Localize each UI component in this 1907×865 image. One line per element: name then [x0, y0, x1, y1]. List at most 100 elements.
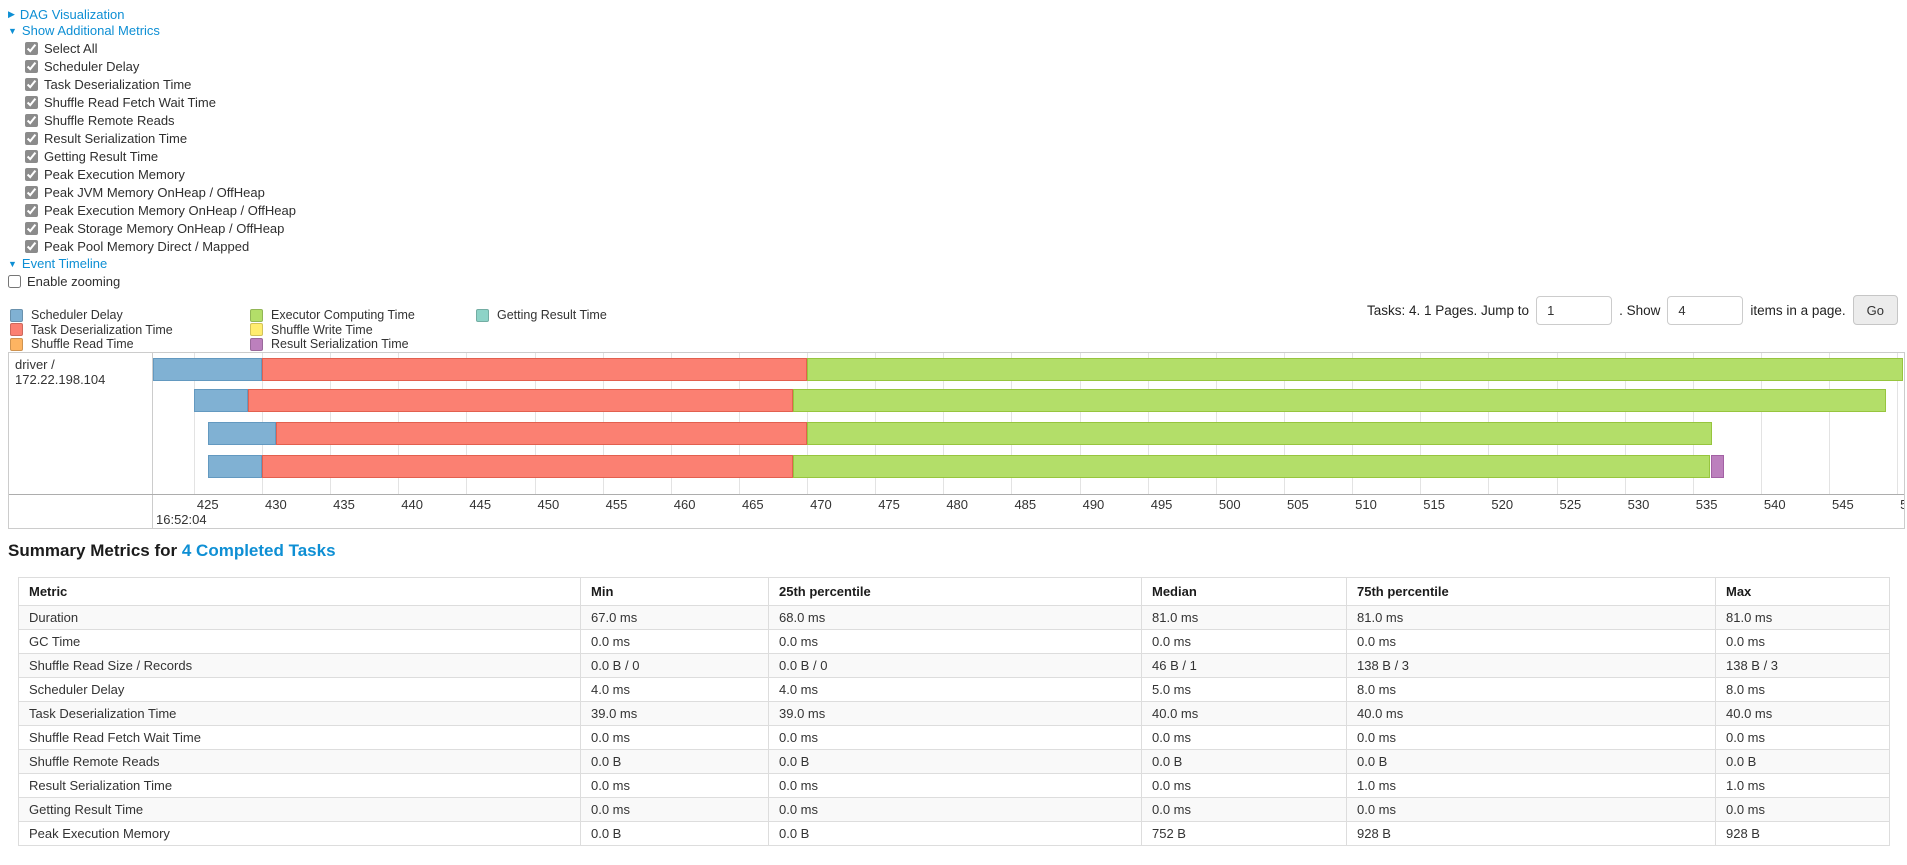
legend-label: Result Serialization Time: [271, 337, 409, 352]
jump-to-page-input[interactable]: [1536, 295, 1613, 325]
event-timeline-toggle[interactable]: ▼ Event Timeline: [8, 256, 296, 271]
table-cell: 0.0 ms: [768, 773, 1142, 798]
timeline-gridline: [1897, 353, 1899, 494]
table-cell: 46 B / 1: [1141, 653, 1347, 678]
metric-checkbox-label[interactable]: Peak Pool Memory Direct / Mapped: [44, 238, 250, 254]
metric-checkbox[interactable]: [25, 239, 38, 253]
table-row: Peak Execution Memory 0.0 B 0.0 B 752 B 928 …: [18, 821, 1890, 846]
metric-checkbox-label[interactable]: Peak Storage Memory OnHeap / OffHeap: [44, 220, 285, 236]
axis-tick-label: 430: [265, 497, 287, 512]
metric-checkbox-label[interactable]: Peak Execution Memory: [44, 166, 185, 182]
table-header-cell: 75th percentile: [1346, 577, 1716, 606]
table-header-row: Metric Min 25th percentile Median 75th perce…: [18, 577, 1890, 606]
timeline-legend: Scheduler Delay Task Deserialization Time…: [10, 308, 607, 352]
metric-checkbox-label[interactable]: Peak Execution Memory OnHeap / OffHeap: [44, 202, 296, 218]
timeline-gridline: [1829, 353, 1831, 494]
metric-checkbox-label[interactable]: Task Deserialization Time: [44, 76, 192, 92]
dag-visualization-toggle[interactable]: ▶ DAG Visualization: [8, 7, 296, 22]
table-cell: Scheduler Delay: [18, 677, 581, 702]
table-cell: 81.0 ms: [1141, 605, 1347, 630]
legend-label: Shuffle Read Time: [31, 337, 134, 352]
table-cell: 81.0 ms: [1346, 605, 1716, 630]
axis-tick-label: 535: [1695, 497, 1718, 512]
table-cell: 0.0 ms: [1346, 797, 1716, 822]
event-timeline-label: Event Timeline: [21, 256, 108, 271]
metric-checkbox-row: Select All: [8, 39, 296, 57]
axis-time-label: 16:52:04: [156, 512, 207, 527]
table-row: Getting Result Time 0.0 ms 0.0 ms 0.0 ms 0.0…: [18, 797, 1890, 822]
metric-checkbox-row: Peak Storage Memory OnHeap / OffHeap: [8, 219, 296, 237]
metric-checkbox-label[interactable]: Getting Result Time: [44, 148, 159, 164]
executor-label: driver / 172.22.198.104: [15, 357, 106, 387]
metric-checkbox[interactable]: [25, 203, 38, 217]
metric-checkbox[interactable]: [25, 95, 38, 109]
axis-tick-label: 465: [741, 497, 764, 512]
enable-zooming-label[interactable]: Enable zooming: [27, 274, 121, 289]
timeline-bar-segment-task-deserialization: [248, 389, 794, 412]
table-cell: 5.0 ms: [1141, 677, 1347, 702]
stage-controls: ▶ DAG Visualization ▼ Show Additional Me…: [8, 6, 296, 290]
metric-checkbox-row: Peak JVM Memory OnHeap / OffHeap: [8, 183, 296, 201]
legend-label: Shuffle Write Time: [271, 322, 373, 337]
axis-tick-label: 435: [333, 497, 355, 512]
table-cell: Duration: [18, 605, 581, 630]
table-cell: 928 B: [1346, 821, 1716, 846]
timeline-bar-segment-scheduler-delay: [193, 389, 249, 412]
table-cell: 8.0 ms: [1346, 677, 1716, 702]
table-cell: 0.0 ms: [580, 725, 769, 750]
metric-checkbox[interactable]: [25, 113, 38, 127]
metric-checkbox-row: Peak Execution Memory OnHeap / OffHeap: [8, 201, 296, 219]
table-header-cell: Max: [1715, 577, 1890, 606]
table-cell: 0.0 ms: [1141, 725, 1347, 750]
task-deserialization-swatch-icon: [10, 323, 23, 337]
collapsed-arrow-icon: ▶: [8, 9, 15, 19]
metric-checkbox[interactable]: [25, 167, 38, 181]
metric-checkbox-label[interactable]: Select All: [44, 40, 98, 56]
go-button[interactable]: Go: [1852, 295, 1898, 325]
metric-checkbox-label[interactable]: Result Serialization Time: [44, 130, 188, 146]
legend-item: Getting Result Time: [476, 308, 607, 323]
axis-tick-label: 485: [1014, 497, 1037, 512]
summary-title-prefix: Summary Metrics for: [8, 541, 178, 560]
axis-tick-label: 510: [1355, 497, 1377, 512]
axis-tick-label: 525: [1559, 497, 1582, 512]
task-pagination: Tasks: 4. 1 Pages. Jump to . Show items …: [1367, 295, 1898, 325]
table-cell: 40.0 ms: [1715, 701, 1890, 726]
axis-tick-label: 530: [1627, 497, 1650, 512]
metric-checkbox[interactable]: [25, 77, 38, 91]
axis-tick-label: 475: [878, 497, 900, 512]
table-row: Duration 67.0 ms 68.0 ms 81.0 ms 81.0 ms 81.0…: [18, 605, 1890, 630]
metric-checkbox[interactable]: [25, 41, 38, 55]
metric-checkbox[interactable]: [25, 59, 38, 73]
show-additional-metrics-toggle[interactable]: ▼ Show Additional Metrics: [8, 23, 296, 38]
timeline-axis-line: [9, 494, 1904, 495]
table-cell: 39.0 ms: [580, 701, 769, 726]
metric-checkbox[interactable]: [25, 185, 38, 199]
metric-checkbox[interactable]: [25, 131, 38, 145]
table-cell: 0.0 B: [768, 821, 1142, 846]
shuffle-read-swatch-icon: [10, 337, 23, 351]
show-additional-metrics-label: Show Additional Metrics: [21, 23, 160, 38]
enable-zooming-checkbox[interactable]: [8, 275, 21, 288]
metric-checkbox-label[interactable]: Shuffle Read Fetch Wait Time: [44, 94, 216, 110]
completed-tasks-link[interactable]: 4 Completed Tasks: [181, 541, 336, 560]
items-per-page-input[interactable]: [1667, 295, 1744, 325]
table-header-cell: 25th percentile: [768, 577, 1142, 606]
metric-checkbox[interactable]: [25, 149, 38, 163]
metric-checkbox-label[interactable]: Shuffle Remote Reads: [44, 112, 175, 128]
table-cell: 0.0 B / 0: [768, 653, 1142, 678]
axis-tick-label: 470: [810, 497, 832, 512]
metric-checkbox[interactable]: [25, 221, 38, 235]
legend-label: Task Deserialization Time: [31, 322, 173, 337]
table-row: Result Serialization Time 0.0 ms 0.0 ms 0.0…: [18, 773, 1890, 798]
metric-checkbox-row: Shuffle Read Fetch Wait Time: [8, 93, 296, 111]
metric-checkbox-label[interactable]: Scheduler Delay: [44, 58, 140, 74]
metric-checkbox-row: Task Deserialization Time: [8, 75, 296, 93]
timeline-bar-segment-executor-computing: [807, 422, 1712, 445]
axis-tick-label: 445: [469, 497, 492, 512]
items-per-page-text: items in a page.: [1750, 302, 1846, 318]
metric-checkbox-label[interactable]: Peak JVM Memory OnHeap / OffHeap: [44, 184, 265, 200]
table-cell: 0.0 ms: [1346, 629, 1716, 654]
table-cell: Task Deserialization Time: [18, 701, 581, 726]
legend-label: Executor Computing Time: [271, 308, 415, 323]
